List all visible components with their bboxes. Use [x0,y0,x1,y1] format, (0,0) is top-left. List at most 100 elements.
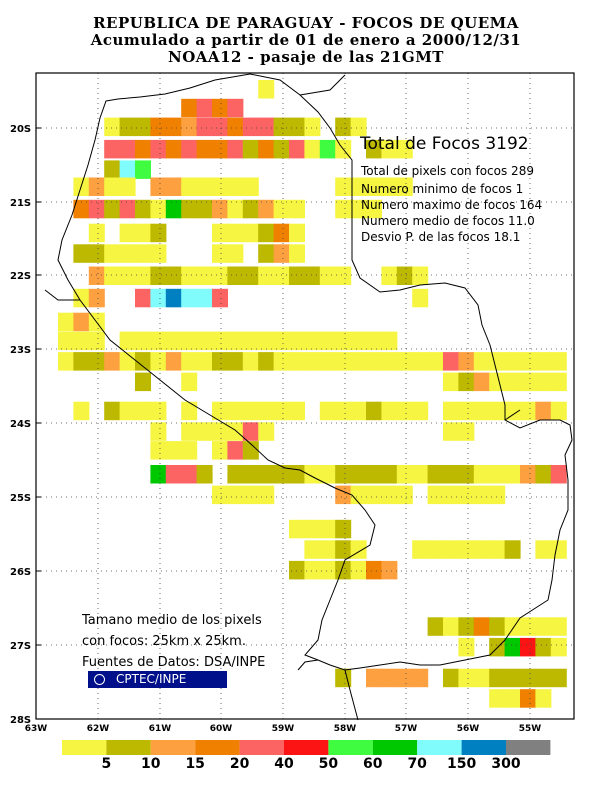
map-title-line3: NOAA12 - pasaje de las 21GMT [168,48,444,66]
fire-pixel [119,199,136,219]
fire-pixel [196,465,213,484]
fire-pixel [242,401,259,421]
fire-pixel [58,312,74,332]
fire-pixel [150,288,167,308]
fire-pixel [412,288,429,308]
fire-pixel [427,465,444,484]
fire-pixel [119,401,136,421]
fire-pixel [212,422,228,441]
fire-pixel [196,288,213,308]
map-title-line2: Acumulado a partir de 01 de enero a 2000… [90,31,522,49]
fire-pixel [504,637,521,657]
brazil-border [299,74,346,96]
fire-pixel [212,401,228,421]
fire-pixel [335,401,352,421]
fire-pixel [458,372,475,392]
lat-label: 27S [10,641,31,652]
fire-pixel [73,401,90,421]
fire-pixel [88,223,105,243]
fire-pixel [443,617,459,636]
fire-pixel [165,288,182,308]
legend-swatch [239,740,284,755]
fire-pixel [258,80,275,99]
fire-pixel [273,139,290,159]
fire-pixel [366,331,382,351]
fire-pixel [489,668,506,688]
fire-pixel [412,352,429,371]
fire-pixel [242,117,259,137]
fire-pixel [396,401,413,421]
fire-pixel [150,331,167,351]
fire-pixel [135,199,151,219]
fire-pixel [489,617,506,636]
fire-pixel [181,117,198,137]
fire-pixel [550,617,567,636]
fire-pixel [473,617,490,636]
fire-pixel [504,540,521,559]
fire-pixel [73,199,90,219]
fire-pixel [504,617,521,636]
fire-pixel [550,401,567,421]
fire-pixel [73,352,90,371]
fire-pixel [104,352,121,371]
fire-pixel [350,560,367,580]
fire-pixel [196,331,213,351]
fire-pixel [289,266,305,285]
note-pixel-size: Tamano medio de los pixels [82,613,262,628]
fire-pixel [412,465,429,484]
fire-pixel [443,668,459,688]
fire-pixel [473,401,490,421]
fire-pixel [443,422,459,441]
fire-pixel [150,441,167,460]
fire-pixel [489,401,506,421]
fire-pixel [58,352,74,371]
fire-pixel [319,465,336,484]
fire-pixel [381,331,398,351]
fire-pixel [212,441,228,460]
fire-pixel [227,177,244,196]
legend-label: 10 [141,756,161,772]
fire-pixel [73,288,90,308]
fire-pixel [88,288,105,308]
fire-pixel [88,244,105,263]
fire-pixel [366,352,382,371]
fire-pixel [88,199,105,219]
fire-pixel [366,139,382,159]
fire-pixel [350,177,367,196]
fire-pixel [535,617,552,636]
fire-pixel [258,331,275,351]
paraguay-border [57,73,573,671]
fire-pixel [135,244,151,263]
fire-pixel [504,465,521,484]
fire-pixel [196,177,213,196]
fire-pixel [227,199,244,219]
fire-pixel [212,352,228,371]
stat-std: Desvio P. de las focos 18.1 [361,230,521,244]
fire-pixel [520,352,536,371]
fire-pixel [304,117,321,137]
total-focos: Total de Focos 3192 [360,134,529,154]
fire-pixel [227,98,244,118]
fire-pixel [273,401,290,421]
fire-pixel [366,177,382,196]
fire-pixel [520,372,536,392]
fire-pixel [181,199,198,219]
fire-pixel [458,465,475,484]
color-legend [62,740,551,755]
legend-label: 40 [274,756,294,772]
fire-pixel [550,352,567,371]
fire-pixel [242,266,259,285]
fire-pixel [150,223,167,243]
fire-pixel [350,117,367,137]
legend-swatch [62,740,107,755]
cptec-logo-icon [94,674,105,685]
fire-pixel [212,288,228,308]
fire-pixel [135,139,151,159]
fire-pixel [273,117,290,137]
fire-pixel [381,139,398,159]
river-line [504,409,521,421]
legend-swatch [461,740,506,755]
legend-label: 5 [101,756,112,772]
fire-pixel [212,485,228,505]
legend-label: 60 [363,756,383,772]
